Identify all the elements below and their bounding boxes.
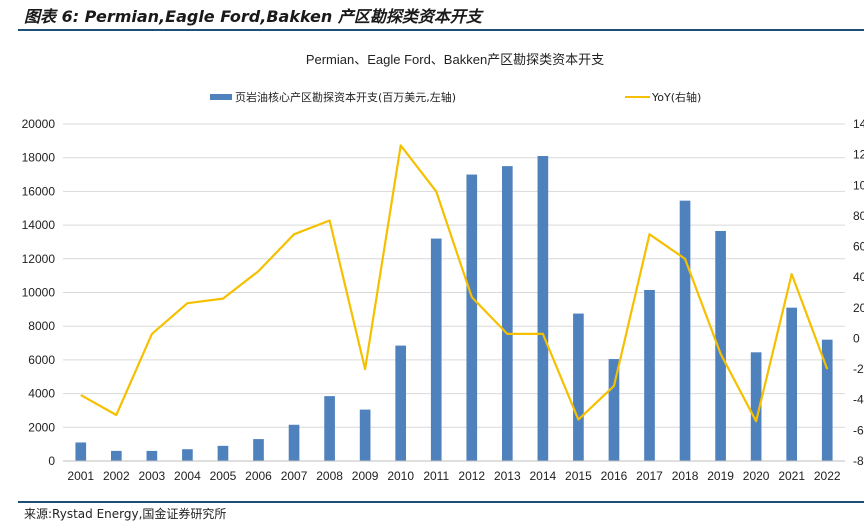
- x-tick-label: 2022: [814, 469, 841, 483]
- legend-bar-swatch: [210, 94, 232, 100]
- x-tick-label: 2020: [743, 469, 770, 483]
- bottom-rule: [18, 501, 864, 503]
- right-tick-label: 0: [853, 331, 860, 345]
- x-tick-label: 2007: [281, 469, 308, 483]
- right-tick-label: 40: [853, 270, 864, 284]
- bar: [288, 424, 300, 461]
- bar: [644, 289, 655, 461]
- right-tick-label: 60: [853, 240, 864, 254]
- source-note: 来源:Rystad Energy,国金证券研究所: [24, 507, 227, 521]
- x-tick-label: 2005: [210, 469, 237, 483]
- left-tick-label: 10000: [22, 286, 56, 300]
- bar: [466, 174, 478, 462]
- bar-series: [75, 156, 833, 462]
- x-tick-label: 2006: [245, 469, 272, 483]
- x-tick-label: 2010: [387, 469, 414, 483]
- left-tick-label: 8000: [28, 319, 55, 333]
- x-tick-label: 2003: [139, 469, 166, 483]
- x-tick-label: 2014: [530, 469, 557, 483]
- x-tick-label: 2017: [636, 469, 663, 483]
- bar: [395, 345, 407, 461]
- left-tick-label: 12000: [22, 252, 56, 266]
- bar: [537, 156, 549, 461]
- x-tick-label: 2019: [707, 469, 734, 483]
- left-tick-label: 20000: [22, 117, 56, 131]
- right-tick-label: -60: [853, 423, 864, 437]
- x-tick-label: 2015: [565, 469, 592, 483]
- right-tick-label: 140: [853, 117, 864, 131]
- right-tick-label: 120: [853, 148, 864, 162]
- bar: [146, 450, 158, 461]
- x-tick-label: 2016: [601, 469, 628, 483]
- bar: [715, 230, 726, 461]
- right-tick-label: -80: [853, 454, 864, 468]
- bar: [75, 442, 87, 461]
- chart-title: Permian、Eagle Ford、Bakken产区勘探类资本开支: [306, 52, 604, 67]
- top-rule: [18, 29, 864, 31]
- bar: [217, 445, 229, 461]
- bar: [750, 352, 762, 461]
- figure-title: 图表 6: Permian,Eagle Ford,Bakken 产区勘探类资本开…: [24, 7, 482, 26]
- bar: [608, 359, 620, 461]
- x-tick-label: 2018: [672, 469, 699, 483]
- bar: [573, 313, 584, 461]
- left-tick-label: 4000: [28, 387, 55, 401]
- x-axis: 2001 2002 2003 2004 2005 2006 2007 2008 2009 2010…: [63, 460, 845, 483]
- bar: [430, 238, 442, 461]
- gridlines: [63, 123, 845, 462]
- right-tick-label: 100: [853, 178, 864, 192]
- right-axis: -80 -60 -40 -20 0 20 40 60 80 100 120 140: [853, 117, 864, 468]
- x-tick-label: 2002: [103, 469, 130, 483]
- x-tick-label: 2012: [458, 469, 485, 483]
- left-tick-label: 0: [48, 454, 55, 468]
- right-tick-label: 20: [853, 301, 864, 315]
- left-tick-label: 18000: [22, 151, 56, 165]
- yoy-line: [80, 144, 829, 423]
- left-tick-label: 2000: [28, 420, 55, 434]
- bar: [359, 409, 371, 461]
- bar: [110, 450, 122, 461]
- left-tick-label: 16000: [22, 184, 56, 198]
- legend: 页岩油核心产区勘探资本开支(百万美元,左轴) YoY(右轴): [210, 90, 701, 104]
- bar: [786, 307, 798, 461]
- legend-bar-label: 页岩油核心产区勘探资本开支(百万美元,左轴): [235, 90, 456, 104]
- x-tick-label: 2009: [352, 469, 379, 483]
- x-tick-label: 2013: [494, 469, 521, 483]
- x-tick-label: 2001: [67, 469, 94, 483]
- left-axis: 0 2000 4000 6000 8000 10000 12000 14000 16000 180…: [22, 117, 56, 468]
- bar: [182, 449, 193, 461]
- bar: [821, 339, 833, 461]
- left-tick-label: 6000: [28, 353, 55, 367]
- bar: [253, 439, 264, 461]
- bar: [324, 396, 335, 461]
- line-series: [80, 144, 829, 423]
- right-tick-label: 80: [853, 209, 864, 223]
- bar: [679, 200, 691, 462]
- right-tick-label: -20: [853, 362, 864, 376]
- x-tick-label: 2021: [778, 469, 805, 483]
- right-tick-label: -40: [853, 393, 864, 407]
- x-tick-label: 2004: [174, 469, 201, 483]
- left-tick-label: 14000: [22, 218, 56, 232]
- bar: [501, 166, 513, 461]
- x-tick-label: 2008: [316, 469, 343, 483]
- legend-line-label: YoY(右轴): [651, 90, 701, 104]
- x-tick-label: 2011: [423, 469, 449, 483]
